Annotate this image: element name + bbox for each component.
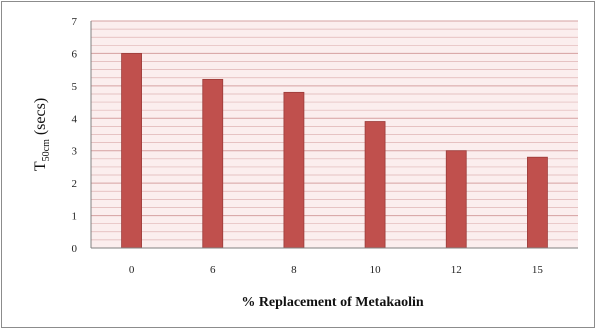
y-tick-label: 6 [72, 48, 78, 60]
x-tick-labels: 0 6 8 10 12 15 [129, 264, 544, 276]
x-tick-label: 15 [532, 264, 544, 276]
y-tick-label: 4 [72, 113, 78, 125]
bar-15 [527, 156, 548, 249]
y-axis-title-main: T [32, 161, 49, 171]
bar-12 [445, 150, 467, 249]
bar-8 [283, 91, 305, 249]
svg-text:T50cm (secs): T50cm (secs) [32, 98, 52, 171]
y-tick-label: 0 [72, 243, 78, 255]
bar-6 [202, 78, 224, 249]
y-tick-label: 1 [72, 211, 78, 223]
x-tick-label: 8 [291, 264, 297, 276]
bars [121, 53, 548, 249]
y-tick-labels: 0 1 2 3 4 5 6 7 [72, 16, 78, 255]
x-tick-label: 0 [129, 264, 135, 276]
x-tick-label: 10 [370, 264, 382, 276]
x-axis-title: % Replacement of Metakaolin [241, 295, 424, 310]
y-tick-label: 3 [72, 146, 78, 158]
y-axis-title: T50cm (secs) [32, 98, 52, 171]
y-tick-label: 7 [72, 16, 78, 28]
y-axis-title-subscript: 50cm [41, 139, 52, 161]
x-tick-label: 12 [451, 264, 462, 276]
y-axis-title-suffix: (secs) [32, 98, 49, 139]
bar-10 [364, 121, 386, 249]
x-tick-label: 6 [210, 264, 216, 276]
gridlines [91, 20, 578, 249]
bar-0 [121, 53, 142, 249]
y-tick-label: 5 [72, 81, 78, 93]
y-tick-label: 2 [72, 178, 78, 190]
